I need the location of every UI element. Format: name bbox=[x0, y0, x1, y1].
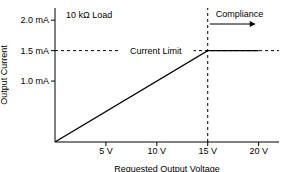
svg-text:2.0 mA: 2.0 mA bbox=[20, 15, 49, 25]
svg-text:Current Limit: Current Limit bbox=[130, 46, 182, 56]
svg-text:Requested Output Voltage: Requested Output Voltage bbox=[114, 164, 220, 172]
svg-text:5 V: 5 V bbox=[99, 146, 113, 156]
svg-text:Output Current: Output Current bbox=[8, 45, 9, 105]
svg-text:Compliance: Compliance bbox=[216, 9, 264, 19]
svg-text:20 V: 20 V bbox=[249, 146, 268, 156]
svg-text:1.5 mA: 1.5 mA bbox=[20, 46, 49, 56]
svg-text:10 V: 10 V bbox=[148, 146, 167, 156]
html-text:10 kΩ Load: 10 kΩ Load bbox=[66, 10, 113, 20]
svg-text:1.0 mA: 1.0 mA bbox=[20, 76, 49, 86]
svg-text:15 V: 15 V bbox=[198, 146, 217, 156]
